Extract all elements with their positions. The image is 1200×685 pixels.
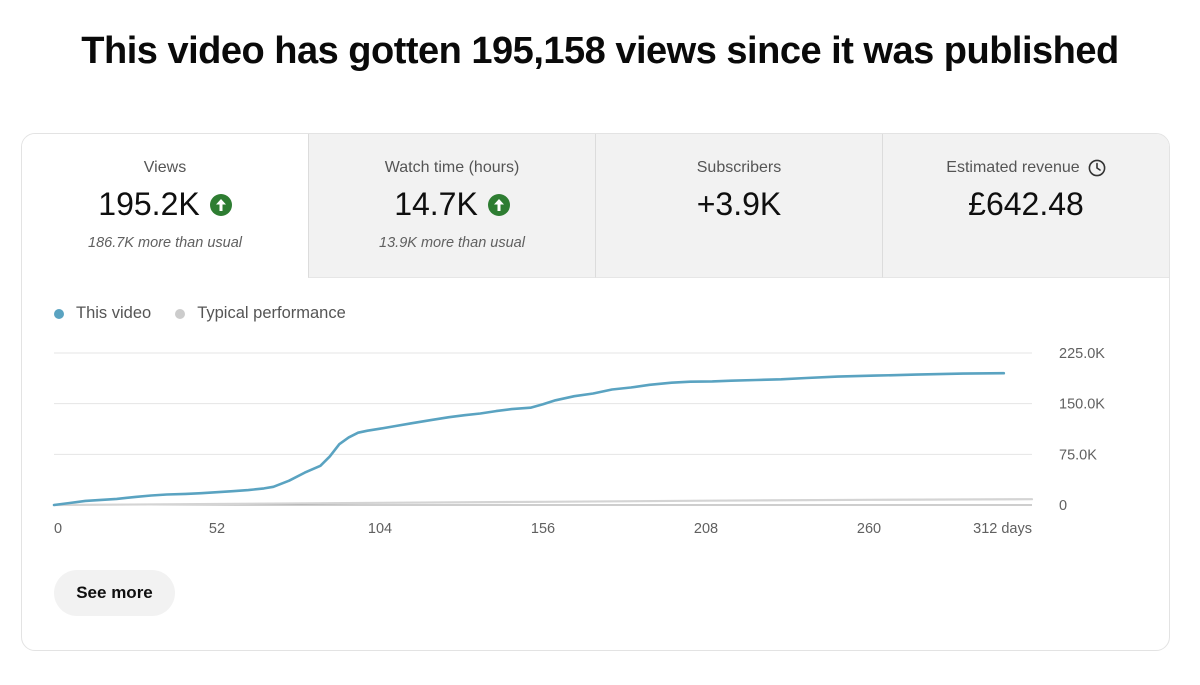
watch-time-note: 13.9K more than usual: [379, 235, 525, 251]
clock-icon[interactable]: [1088, 159, 1106, 177]
revenue-label: Estimated revenue: [946, 159, 1080, 176]
arrow-up-icon: [487, 193, 510, 216]
legend-item-this-video[interactable]: This video: [54, 304, 151, 323]
legend-label: This video: [76, 304, 152, 322]
metric-value: £642.48: [883, 186, 1169, 223]
page-headline: This video has gotten 195,158 views sinc…: [81, 30, 1119, 72]
metric-tabs: Views 195.2K 186.7K more than usual Watc…: [22, 134, 1169, 278]
metric-value: +3.9K: [596, 186, 882, 223]
views-label: Views: [143, 159, 187, 176]
subscribers-value: +3.9K: [696, 186, 782, 222]
x-tick-label: 156: [531, 521, 555, 537]
legend-dot: [54, 308, 64, 319]
legend-label: Typical performance: [197, 304, 346, 322]
chart-legend: This video Typical performance: [54, 304, 346, 323]
tab-subscribers[interactable]: Subscribers +3.9K: [595, 134, 882, 278]
legend-item-typical-performance[interactable]: Typical performance: [175, 304, 346, 323]
y-tick-label: 75.0K: [1059, 447, 1097, 463]
arrow-up-icon: [209, 193, 232, 216]
metric-label: Watch time (hours): [309, 159, 595, 177]
x-tick-label: 208: [694, 521, 718, 537]
x-tick-label: 104: [368, 521, 392, 537]
revenue-value: £642.48: [968, 186, 1084, 222]
watch-time-value: 14.7K: [394, 186, 478, 222]
tab-watch-time[interactable]: Watch time (hours) 14.7K 13.9K more than…: [308, 134, 595, 278]
views-note: 186.7K more than usual: [88, 235, 242, 251]
y-tick-label: 150.0K: [1059, 397, 1105, 413]
x-tick-label: 52: [209, 521, 225, 537]
metric-label: Views: [22, 159, 308, 177]
legend-dot: [175, 308, 186, 319]
series-line-this-video: [52, 371, 1006, 507]
tab-estimated-revenue[interactable]: Estimated revenue £642.48: [882, 134, 1169, 278]
x-tick-label: 312 days: [973, 521, 1032, 537]
metric-value: 14.7K: [309, 186, 595, 223]
x-tick-label: 260: [857, 521, 881, 537]
subscribers-label: Subscribers: [696, 159, 782, 176]
x-tick-label: 0: [54, 521, 62, 537]
tab-views[interactable]: Views 195.2K 186.7K more than usual: [22, 134, 308, 278]
views-line-chart: 0 75.0K 150.0K 225.0K 0 52 104 156 208 260 312 day…: [52, 346, 1105, 537]
watch-time-label: Watch time (hours): [384, 159, 520, 176]
y-tick-label: 225.0K: [1059, 346, 1105, 362]
y-tick-label: 0: [1059, 498, 1067, 514]
series-line-typical-performance: [52, 498, 1034, 507]
views-value: 195.2K: [98, 186, 200, 222]
metric-value: 195.2K: [22, 186, 308, 223]
metric-label: Subscribers: [596, 159, 882, 177]
see-more-button[interactable]: See more: [54, 570, 175, 616]
metric-label: Estimated revenue: [883, 159, 1169, 177]
analytics-card: Views 195.2K 186.7K more than usual Watc…: [21, 133, 1170, 651]
